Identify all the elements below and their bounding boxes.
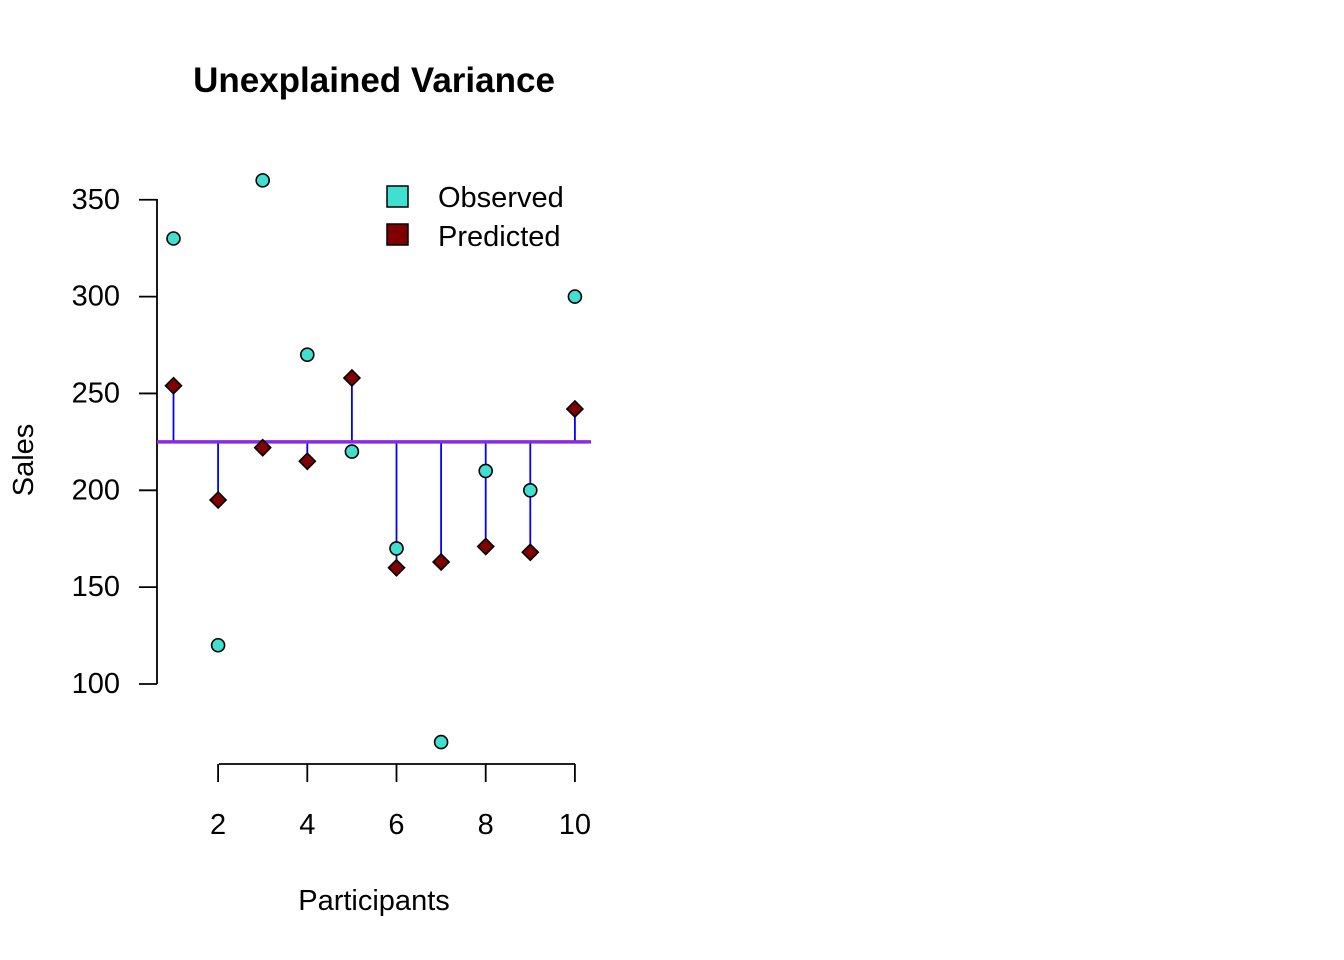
observed-point xyxy=(567,289,583,304)
y-axis-label: Sales xyxy=(8,424,40,497)
y-tick-label: 150 xyxy=(72,571,120,603)
predicted-point xyxy=(431,552,451,572)
y-tick-label: 100 xyxy=(72,668,120,700)
x-tick-label: 10 xyxy=(559,809,591,841)
predicted-point xyxy=(253,438,272,457)
y-tick-label: 250 xyxy=(72,377,120,409)
x-tick-label: 6 xyxy=(388,809,404,841)
predicted-point xyxy=(565,399,585,419)
chart-title: Unexplained Variance xyxy=(193,61,555,100)
observed-point xyxy=(299,347,315,363)
y-axis-ticks: 100 150 200 250 300 350 xyxy=(72,184,157,700)
observed-point xyxy=(210,637,226,653)
data-points xyxy=(164,173,585,750)
x-axis-label: Participants xyxy=(298,885,450,917)
legend-label-observed: Observed xyxy=(438,182,564,214)
observed-point xyxy=(433,734,449,750)
predicted-point xyxy=(387,558,406,577)
legend-label-predicted: Predicted xyxy=(438,221,561,253)
y-tick-label: 200 xyxy=(72,474,120,506)
observed-point xyxy=(522,482,538,498)
residual-lines xyxy=(172,377,576,568)
predicted-point xyxy=(164,376,183,395)
x-tick-label: 8 xyxy=(478,809,494,841)
x-tick-label: 4 xyxy=(299,809,315,841)
predicted-point xyxy=(476,537,495,556)
legend: Observed Predicted xyxy=(386,182,564,253)
legend-swatch-predicted xyxy=(386,223,409,246)
predicted-point xyxy=(208,490,228,510)
observed-point xyxy=(344,444,360,459)
legend-swatch-observed xyxy=(386,185,409,208)
predicted-point xyxy=(521,543,540,562)
observed-point xyxy=(389,541,404,556)
predicted-point xyxy=(298,452,317,471)
observed-point xyxy=(166,231,181,246)
observed-point xyxy=(255,173,271,188)
y-tick-label: 300 xyxy=(72,281,120,313)
y-tick-label: 350 xyxy=(72,184,120,216)
x-axis-ticks: 2 4 6 8 10 xyxy=(210,764,591,841)
x-tick-label: 2 xyxy=(210,809,226,841)
observed-point xyxy=(478,463,494,479)
predicted-point xyxy=(342,368,362,388)
